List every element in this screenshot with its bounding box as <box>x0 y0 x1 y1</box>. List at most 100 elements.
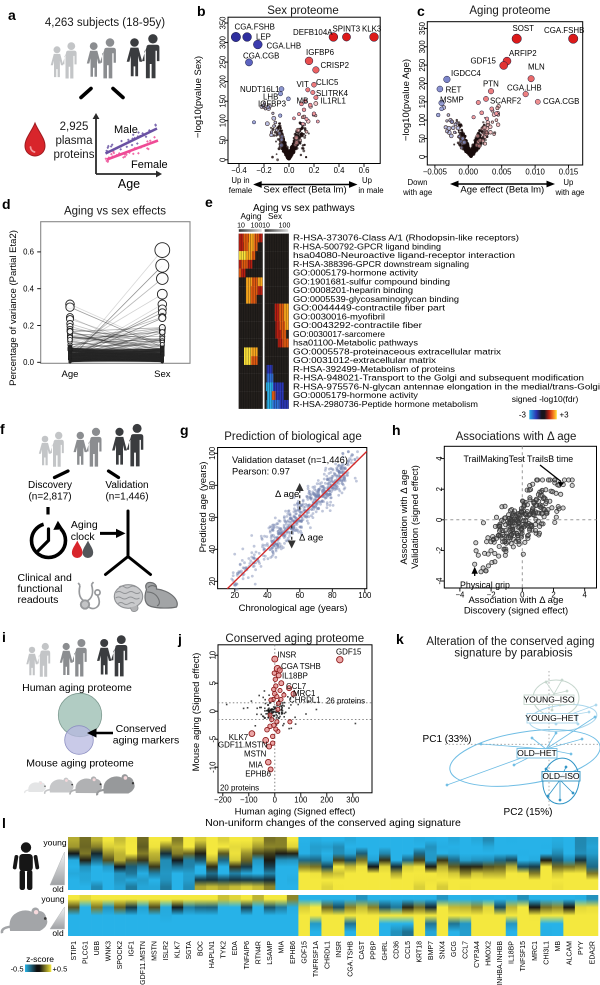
svg-text:40: 40 <box>208 544 217 553</box>
svg-text:CGA.CGB: CGA.CGB <box>543 97 579 106</box>
svg-text:a: a <box>8 7 16 23</box>
svg-text:ISLR2: ISLR2 <box>163 941 170 961</box>
svg-text:20: 20 <box>230 591 239 600</box>
svg-text:80: 80 <box>208 480 217 489</box>
svg-text:GDF15: GDF15 <box>471 57 497 66</box>
svg-text:CRISP2: CRISP2 <box>321 61 350 70</box>
svg-text:Discovery (signed effect): Discovery (signed effect) <box>464 606 568 617</box>
svg-text:proteins: proteins <box>54 149 95 161</box>
svg-text:IL18BP: IL18BP <box>509 941 516 964</box>
svg-text:20 proteins: 20 proteins <box>220 784 259 793</box>
svg-text:GO:0044449-contractile fiber p: GO:0044449-contractile fiber part <box>293 303 446 313</box>
svg-text:150: 150 <box>219 94 228 108</box>
svg-text:BOC: BOC <box>198 941 205 956</box>
svg-text:STIP1: STIP1 <box>71 941 78 961</box>
svg-text:150: 150 <box>418 95 427 109</box>
svg-text:TYK2: TYK2 <box>221 941 228 959</box>
svg-text:LHB: LHB <box>263 93 278 102</box>
svg-text:4: 4 <box>435 456 444 461</box>
svg-text:clock: clock <box>71 531 96 543</box>
svg-text:GO:0030017-sarcomere: GO:0030017-sarcomere <box>293 329 385 339</box>
svg-text:−100: −100 <box>240 795 258 804</box>
svg-text:60: 60 <box>295 591 304 600</box>
svg-text:KLK7: KLK7 <box>175 941 182 958</box>
svg-text:BMP7: BMP7 <box>428 941 435 960</box>
svg-text:EPHB6: EPHB6 <box>245 770 271 779</box>
svg-text:KRT18: KRT18 <box>417 941 424 963</box>
svg-text:R-HSA-388396-GPCR downstream s: R-HSA-388396-GPCR downstream signaling <box>293 259 469 269</box>
svg-text:Aging: Aging <box>241 212 262 221</box>
svg-text:Mouse aging (Signed effect): Mouse aging (Signed effect) <box>191 653 202 772</box>
svg-text:Human aging (Signed effect): Human aging (Signed effect) <box>235 807 356 818</box>
svg-text:Non-uniform changes of the con: Non-uniform changes of the conserved agi… <box>205 817 461 829</box>
svg-text:10: 10 <box>237 223 245 230</box>
svg-text:Validation dataset (n=1,446): Validation dataset (n=1,446) <box>232 455 348 465</box>
svg-text:CYP3A4: CYP3A4 <box>474 941 481 968</box>
svg-text:CGA.LHB: CGA.LHB <box>267 42 302 51</box>
svg-text:CGA.TSHB: CGA.TSHB <box>347 941 354 977</box>
svg-text:PC2 (15%): PC2 (15%) <box>504 807 553 818</box>
svg-text:80: 80 <box>328 591 337 600</box>
svg-text:SPOCK2: SPOCK2 <box>117 941 124 970</box>
svg-text:IGDCC4: IGDCC4 <box>451 69 481 78</box>
svg-text:EDA2R: EDA2R <box>589 941 596 964</box>
svg-text:l: l <box>2 815 6 831</box>
svg-text:SPINT3: SPINT3 <box>333 25 361 34</box>
svg-text:SLITRK4: SLITRK4 <box>316 89 349 98</box>
svg-text:−log10(pvalue Sex): −log10(pvalue Sex) <box>193 56 204 138</box>
svg-text:IL18BP: IL18BP <box>282 672 308 681</box>
svg-text:Sex effect (Beta lm): Sex effect (Beta lm) <box>263 185 346 196</box>
svg-text:j: j <box>177 631 182 647</box>
svg-text:0.000: 0.000 <box>459 168 479 177</box>
svg-text:IGFBP3: IGFBP3 <box>258 100 287 109</box>
svg-text:250: 250 <box>219 55 228 69</box>
svg-text:RET: RET <box>446 86 462 95</box>
svg-text:UBB: UBB <box>94 941 101 956</box>
svg-text:100: 100 <box>294 795 308 804</box>
svg-text:CHI3L1: CHI3L1 <box>543 941 550 965</box>
svg-text:with age: with age <box>554 188 584 197</box>
svg-text:CLIC5: CLIC5 <box>316 78 339 87</box>
svg-text:MSTN: MSTN <box>152 941 159 961</box>
svg-text:ARFIP2: ARFIP2 <box>509 49 537 58</box>
svg-text:CGA.LHB: CGA.LHB <box>507 84 542 93</box>
svg-text:Male: Male <box>114 124 138 136</box>
svg-text:OLD–HET: OLD–HET <box>517 748 557 758</box>
svg-text:Chronological age (years): Chronological age (years) <box>239 603 348 614</box>
svg-text:CCL7: CCL7 <box>286 682 306 691</box>
svg-text:GO:0043292-contractile fiber: GO:0043292-contractile fiber <box>293 320 422 330</box>
svg-text:MB: MB <box>555 941 562 952</box>
svg-text:GO:0005179-hormone activity: GO:0005179-hormone activity <box>293 268 419 278</box>
svg-text:Age: Age <box>62 369 79 380</box>
svg-text:GO:0008201-heparin binding: GO:0008201-heparin binding <box>293 285 413 295</box>
svg-text:functional: functional <box>18 583 63 595</box>
svg-text:50: 50 <box>418 134 427 143</box>
svg-text:Sex proteome: Sex proteome <box>267 5 339 17</box>
svg-text:CD36: CD36 <box>394 941 401 959</box>
svg-text:GDF15: GDF15 <box>336 648 362 657</box>
svg-text:NUDT16L1: NUDT16L1 <box>240 85 279 94</box>
svg-text:0.0: 0.0 <box>23 358 35 367</box>
svg-text:Δ age: Δ age <box>275 489 299 500</box>
svg-text:0.4: 0.4 <box>334 166 346 175</box>
svg-text:R-HSA-373076-Class A/1 (Rhodop: R-HSA-373076-Class A/1 (Rhodopsin-like r… <box>293 233 519 243</box>
svg-text:HAPLN1: HAPLN1 <box>209 941 216 968</box>
svg-text:GDF11.MSTN: GDF11.MSTN <box>140 941 147 985</box>
svg-text:h: h <box>392 422 401 438</box>
svg-text:100: 100 <box>279 223 291 230</box>
svg-text:ALCAM: ALCAM <box>566 941 573 965</box>
svg-text:in male: in male <box>358 186 383 195</box>
svg-text:TrailMakingTest TrailsB time: TrailMakingTest TrailsB time <box>464 454 574 464</box>
svg-text:100: 100 <box>251 223 263 230</box>
svg-text:R-HSA-500792-GPCR ligand bindi: R-HSA-500792-GPCR ligand binding <box>293 241 441 251</box>
svg-text:GHRL: GHRL <box>382 941 389 961</box>
svg-text:0.015: 0.015 <box>559 168 579 177</box>
svg-text:10: 10 <box>209 650 218 659</box>
svg-text:10: 10 <box>262 223 270 230</box>
svg-text:-5: -5 <box>209 735 218 743</box>
svg-text:VIT: VIT <box>297 80 309 89</box>
svg-text:300: 300 <box>219 35 228 49</box>
svg-text:old: old <box>52 884 64 894</box>
svg-text:R-HSA-948021-Transport to the: R-HSA-948021-Transport to the Golgi and … <box>293 373 584 383</box>
svg-text:CGA.FSHB: CGA.FSHB <box>544 26 584 35</box>
